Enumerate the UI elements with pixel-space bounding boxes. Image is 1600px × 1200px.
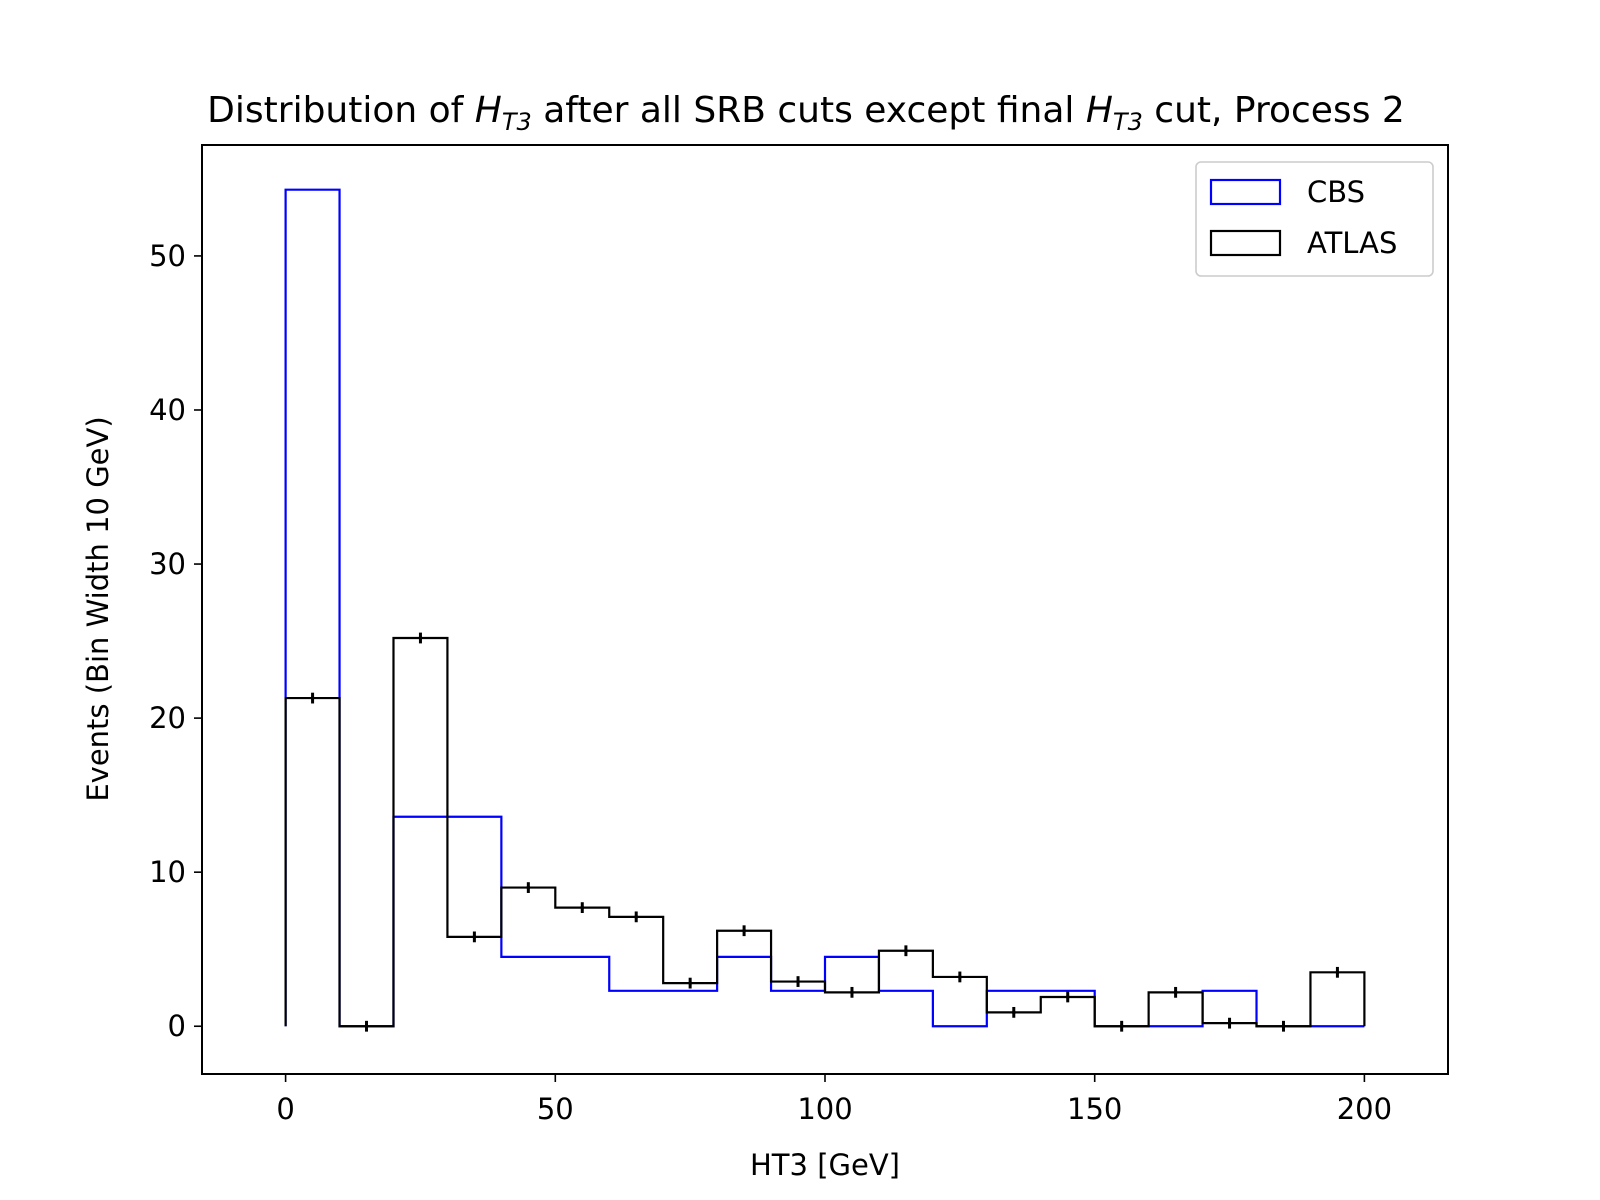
title-part-0: Distribution of — [207, 90, 475, 131]
series-atlas-step — [284, 636, 1366, 1028]
title-part-3: after all SRB cuts except final — [532, 90, 1086, 131]
chart-title: Distribution of HT3 after all SRB cuts e… — [207, 90, 1405, 136]
legend-swatch-atlas — [1209, 229, 1282, 257]
y-axis: 0 10 20 30 40 50 — [149, 239, 202, 1043]
x-axis-label: HT3 [GeV] — [750, 1148, 900, 1182]
y-tick-label-40: 40 — [149, 393, 186, 427]
x-tick-label-100: 100 — [797, 1092, 852, 1126]
legend-swatch-cbs — [1209, 178, 1282, 206]
y-tick-label-50: 50 — [149, 239, 186, 273]
x-tick-label-200: 200 — [1337, 1092, 1392, 1126]
legend-box — [1195, 161, 1434, 277]
y-tick-label-20: 20 — [149, 701, 186, 735]
y-tick-label-30: 30 — [149, 547, 186, 581]
title-part-5: T3 — [1113, 108, 1143, 136]
y-tick-label-0: 0 — [168, 1009, 186, 1043]
y-tick-label-10: 10 — [149, 855, 186, 889]
x-tick-label-0: 0 — [276, 1092, 294, 1126]
y-axis-label: Events (Bin Width 10 GeV) — [81, 416, 115, 801]
plot-area — [284, 188, 1366, 1032]
title-part-6: cut, Process 2 — [1143, 90, 1405, 131]
title-part-2: T3 — [502, 108, 532, 136]
legend: CBS ATLAS — [1195, 161, 1434, 277]
title-part-1: H — [475, 90, 502, 131]
x-tick-label-150: 150 — [1067, 1092, 1122, 1126]
legend-label-atlas: ATLAS — [1307, 226, 1397, 260]
x-axis: 0 50 100 150 200 — [276, 1074, 1392, 1126]
title-part-4: H — [1086, 90, 1113, 131]
legend-label-cbs: CBS — [1307, 175, 1365, 209]
x-tick-label-50: 50 — [537, 1092, 574, 1126]
